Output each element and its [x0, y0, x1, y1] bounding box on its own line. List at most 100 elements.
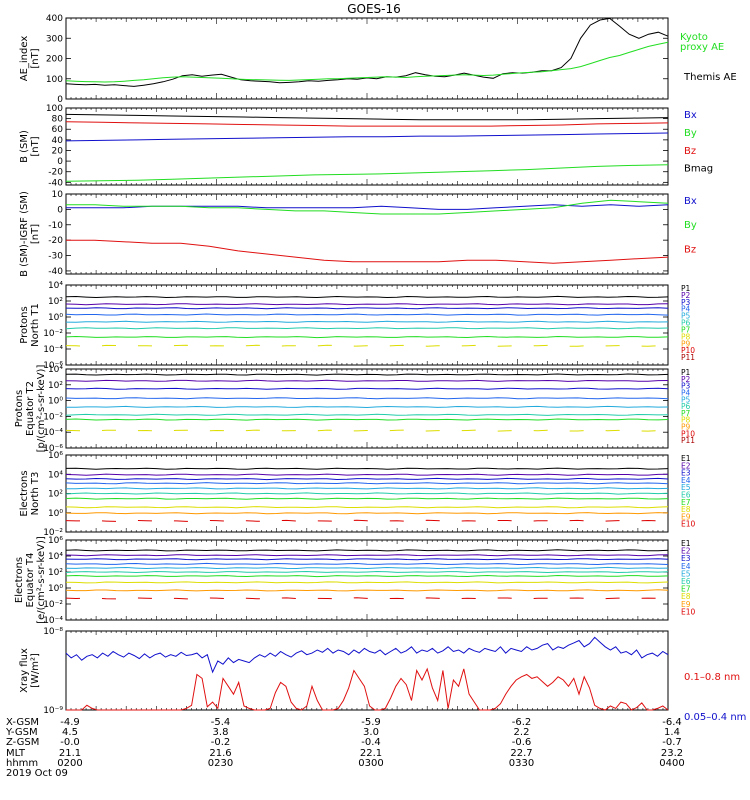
x-tick-label: 0200 [57, 758, 82, 769]
series-line [65, 17, 669, 87]
series-line [65, 344, 669, 347]
x-tick-label: 22.1 [360, 748, 382, 759]
y-axis-label: [nT] [30, 136, 41, 156]
y-tick-label: 10⁻² [43, 600, 63, 610]
panel-ee [65, 539, 669, 621]
series-line [65, 41, 669, 83]
legend-item: E1 [681, 539, 691, 548]
series-line [65, 497, 669, 500]
x-tick-label: 21.1 [59, 748, 81, 759]
panel-frame [65, 539, 669, 621]
y-tick-label: 10⁻⁹ [43, 706, 63, 716]
legend-item: P6 [681, 402, 691, 411]
x-tick-label: 1.4 [664, 727, 680, 738]
y-axis-label: Electrons [14, 557, 25, 603]
legend-item: P5 [681, 312, 691, 321]
x-tick-label: 0400 [659, 758, 684, 769]
panel-pe [65, 368, 669, 449]
y-tick-label: -40 [48, 267, 63, 277]
panel-b [65, 107, 669, 186]
panel-pn [65, 284, 669, 366]
series-line [65, 482, 669, 485]
series-line [65, 379, 669, 382]
y-axis-label: Equator T4 [25, 553, 36, 608]
series-line [65, 335, 669, 339]
series-line [65, 487, 669, 490]
panel-frame [65, 17, 669, 100]
legend-item: P7 [681, 409, 691, 418]
legend-item: E9 [681, 600, 691, 609]
x-row-label: Z-GSM [6, 737, 39, 748]
y-tick-label: 300 [46, 34, 63, 44]
legend-item: P3 [681, 382, 691, 391]
legend-item: E6 [681, 577, 691, 586]
series-line [65, 303, 669, 306]
x-tick-label: -6.4 [662, 717, 682, 728]
series-line [65, 473, 669, 476]
y-tick-label: 10 [52, 190, 64, 200]
x-row-label: X-GSM [6, 717, 39, 728]
y-tick-label: 10⁶ [48, 451, 63, 461]
legend-item: By [684, 220, 697, 231]
series-line [65, 589, 669, 592]
panel-xray [65, 630, 669, 711]
x-row-label: hhmm [6, 758, 38, 769]
y-tick-label: 10⁴ [48, 552, 63, 562]
x-tick-label: 23.2 [661, 748, 683, 759]
y-tick-label: 80 [52, 115, 64, 125]
series-line [65, 295, 669, 299]
y-tick-label: 10⁻² [43, 412, 63, 422]
legend-item: E4 [681, 562, 691, 571]
y-tick-label: 10⁻⁶ [43, 444, 63, 454]
legend-item: E8 [681, 505, 691, 514]
y-tick-label: 10⁴ [48, 281, 63, 291]
legend-item: E5 [681, 483, 691, 492]
x-row-label: MLT [6, 748, 26, 759]
x-tick-label: 2.2 [514, 727, 530, 738]
x-tick-label: -0.4 [361, 737, 381, 748]
x-tick-label: 22.7 [510, 748, 532, 759]
series-line [65, 477, 669, 481]
legend-item: Bx [684, 196, 697, 207]
series-line [66, 667, 669, 711]
legend-item: P10 [681, 429, 695, 438]
series-line [65, 373, 669, 376]
series-line [65, 307, 669, 310]
legend-item: 0.1–0.8 nm [684, 672, 740, 683]
y-tick-label: 10⁻⁶ [43, 361, 63, 371]
y-tick-label: 10⁻⁴ [43, 345, 63, 355]
x-tick-label: 3.0 [363, 727, 379, 738]
y-axis-label: [nT] [30, 224, 41, 244]
x-tick-label: -0.7 [662, 737, 682, 748]
y-axis-label: North T3 [30, 472, 41, 516]
y-tick-label: 40 [52, 136, 64, 146]
series-line [65, 597, 669, 600]
legend-item: Bz [684, 146, 696, 157]
legend-item: P2 [681, 375, 691, 384]
series-line [65, 132, 669, 142]
legend-item: E9 [681, 512, 691, 521]
y-tick-label: 10² [48, 568, 63, 578]
x-tick-label: 3.8 [213, 727, 229, 738]
panel-frame [65, 630, 669, 711]
legend-item: E6 [681, 491, 691, 500]
x-tick-label: -5.9 [361, 717, 381, 728]
series-line [65, 506, 669, 509]
legend-item: Bz [684, 244, 696, 255]
y-tick-label: 10⁰ [48, 509, 63, 519]
legend-item: E3 [681, 554, 691, 563]
y-tick-label: 0 [57, 95, 63, 105]
series-line [65, 413, 669, 416]
series-line [65, 429, 669, 432]
legend-item: E7 [681, 498, 691, 507]
legend-item: E2 [681, 461, 691, 470]
series-line [65, 164, 669, 182]
series-line [65, 113, 669, 121]
series-line [65, 405, 669, 409]
series-line [65, 570, 669, 574]
legend-item: P11 [681, 353, 695, 362]
legend-item: E8 [681, 592, 691, 601]
legend-item: E10 [681, 520, 696, 529]
y-tick-label: 10⁶ [48, 536, 63, 546]
legend-item: P7 [681, 325, 691, 334]
